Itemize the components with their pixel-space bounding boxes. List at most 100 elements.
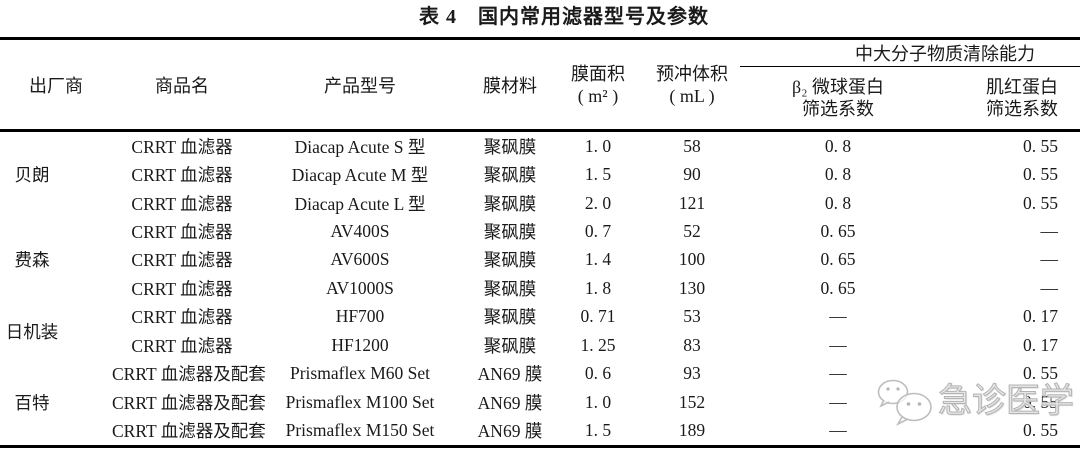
volume-cell: 90 <box>683 164 701 185</box>
manufacturer-cell: 百特 <box>14 392 50 413</box>
header-priming-volume: 预冲体积 ( mL ) <box>644 39 740 131</box>
membrane-cell: AN69 膜 <box>477 364 543 385</box>
b2-cell: — <box>829 334 847 355</box>
table-row: CRRT 血滤器及配套 Prismaflex M100 Set AN69 膜 1… <box>0 388 1080 416</box>
product-name-cell: CRRT 血滤器 <box>131 222 233 243</box>
volume-cell: 152 <box>678 391 706 412</box>
table-row: CRRT 血滤器 Diacap Acute M 型 聚砜膜 1. 5 90 0.… <box>0 160 1080 188</box>
header-myoglobin: 肌红蛋白 筛选系数 <box>936 67 1080 131</box>
b2-cell: 0. 8 <box>824 135 852 156</box>
membrane-cell: 聚砜膜 <box>483 165 537 186</box>
membrane-cell: AN69 膜 <box>477 392 543 413</box>
volume-cell: 121 <box>678 192 706 213</box>
header-priming-volume-line1: 预冲体积 <box>656 63 728 84</box>
area-cell: 1. 4 <box>584 249 612 270</box>
table-row: CRRT 血滤器 AV600S 聚砜膜 1. 4 100 0. 65 — <box>0 246 1080 274</box>
b2-cell: — <box>829 420 847 441</box>
area-cell: 1. 5 <box>584 420 612 441</box>
header-myoglobin-line1: 肌红蛋白 <box>986 77 1058 97</box>
model-cell: AV1000S <box>326 277 394 298</box>
b2-cell: — <box>829 391 847 412</box>
product-name-cell: CRRT 血滤器及配套 <box>112 392 266 413</box>
header-b2-line2: 筛选系数 <box>802 99 874 119</box>
b2-cell: — <box>829 306 847 327</box>
product-name-cell: CRRT 血滤器 <box>131 307 233 328</box>
table-row: 贝朗 CRRT 血滤器 Diacap Acute S 型 聚砜膜 1. 0 58… <box>0 131 1080 185</box>
b2-cell: 0. 65 <box>820 249 856 270</box>
myoglobin-cell: 0. 17 <box>1023 334 1058 355</box>
product-name-cell: CRRT 血滤器 <box>131 335 233 356</box>
myoglobin-cell: — <box>1040 221 1059 242</box>
model-cell: Prismaflex M100 Set <box>285 391 435 412</box>
model-cell: HF1200 <box>331 334 389 355</box>
volume-cell: 53 <box>683 306 701 327</box>
b2-cell: — <box>829 363 847 384</box>
volume-cell: 93 <box>683 363 701 384</box>
model-cell: Diacap Acute M 型 <box>291 165 429 186</box>
membrane-cell: 聚砜膜 <box>483 278 537 299</box>
volume-cell: 130 <box>678 277 706 298</box>
volume-cell: 52 <box>683 221 701 242</box>
header-priming-volume-line2: ( mL ) <box>669 85 715 106</box>
myoglobin-cell: 0. 17 <box>1023 306 1058 327</box>
manufacturer-cell: 费森 <box>14 250 50 271</box>
membrane-cell: 聚砜膜 <box>483 335 537 356</box>
product-name-cell: CRRT 血滤器 <box>131 136 233 157</box>
header-model: 产品型号 <box>324 75 396 96</box>
table-row: CRRT 血滤器及配套 Prismaflex M150 Set AN69 膜 1… <box>0 416 1080 446</box>
model-cell: Prismaflex M60 Set <box>290 363 430 384</box>
product-name-cell: CRRT 血滤器 <box>131 250 233 271</box>
table-body: 贝朗 CRRT 血滤器 Diacap Acute S 型 聚砜膜 1. 0 58… <box>0 131 1080 447</box>
b2-cell: 0. 65 <box>820 221 856 242</box>
area-cell: 2. 0 <box>584 192 612 213</box>
table-row: CRRT 血滤器 HF1200 聚砜膜 1. 25 83 — 0. 17 <box>0 331 1080 359</box>
model-cell: Prismaflex M150 Set <box>285 420 435 441</box>
area-cell: 1. 8 <box>584 277 612 298</box>
area-cell: 0. 6 <box>584 363 612 384</box>
b2-cell: 0. 8 <box>824 164 852 185</box>
model-cell: AV400S <box>330 221 390 242</box>
area-cell: 0. 7 <box>584 221 612 242</box>
model-cell: Diacap Acute S 型 <box>294 136 426 157</box>
model-cell: Diacap Acute L 型 <box>294 193 426 214</box>
b2-cell: 0. 65 <box>820 277 856 298</box>
product-name-cell: CRRT 血滤器及配套 <box>112 421 266 442</box>
table-title: 表 4 国内常用滤器型号及参数 <box>419 6 709 28</box>
myoglobin-cell: 0. 55 <box>1023 192 1058 213</box>
filter-parameters-table: 出厂商 商品名 产品型号 膜材料 膜面积 ( m² ) 预冲体积 ( mL ) … <box>0 37 1080 448</box>
area-cell: 0. 71 <box>580 306 616 327</box>
model-cell: HF700 <box>335 306 385 327</box>
table-header: 出厂商 商品名 产品型号 膜材料 膜面积 ( m² ) 预冲体积 ( mL ) … <box>0 38 1080 131</box>
header-b2-line1: β₂ 微球蛋白 <box>792 77 884 97</box>
volume-cell: 189 <box>678 420 706 441</box>
table-row: 百特 CRRT 血滤器及配套 Prismaflex M60 Set AN69 膜… <box>0 360 1080 412</box>
product-name-cell: CRRT 血滤器及配套 <box>112 364 266 385</box>
volume-cell: 83 <box>683 334 701 355</box>
membrane-cell: 聚砜膜 <box>483 136 537 157</box>
header-membrane-material: 膜材料 <box>483 75 537 96</box>
model-cell: AV600S <box>330 249 390 270</box>
membrane-cell: 聚砜膜 <box>483 307 537 328</box>
product-name-cell: CRRT 血滤器 <box>131 193 233 214</box>
header-membrane-area-line2: ( m² ) <box>577 85 619 106</box>
area-cell: 1. 5 <box>584 164 612 185</box>
b2-cell: 0. 8 <box>824 192 852 213</box>
area-cell: 1. 0 <box>584 135 612 156</box>
manufacturer-cell: 日机装 <box>5 321 59 342</box>
volume-cell: 58 <box>683 135 701 156</box>
volume-cell: 100 <box>678 249 706 270</box>
myoglobin-cell: 0. 55 <box>1023 135 1058 156</box>
header-membrane-area: 膜面积 ( m² ) <box>552 39 644 131</box>
header-manufacturer: 出厂商 <box>29 75 83 96</box>
header-membrane-area-line1: 膜面积 <box>571 63 625 84</box>
header-clearance-group: 中大分子物质清除能力 <box>740 38 1080 67</box>
area-cell: 1. 25 <box>580 334 616 355</box>
header-myoglobin-line2: 筛选系数 <box>986 99 1058 119</box>
myoglobin-cell: — <box>1040 277 1059 298</box>
myoglobin-cell: 0. 55 <box>1023 391 1058 412</box>
myoglobin-cell: 0. 55 <box>1023 420 1058 441</box>
product-name-cell: CRRT 血滤器 <box>131 165 233 186</box>
area-cell: 1. 0 <box>584 391 612 412</box>
membrane-cell: 聚砜膜 <box>483 222 537 243</box>
table-row: CRRT 血滤器 AV1000S 聚砜膜 1. 8 130 0. 65 — <box>0 274 1080 302</box>
